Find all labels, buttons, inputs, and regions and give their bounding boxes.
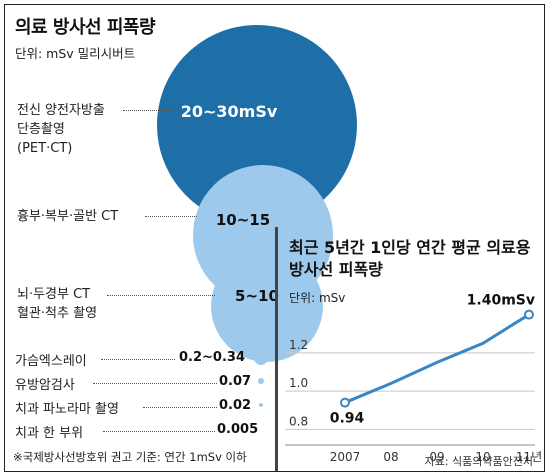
row-dental-panorama-label: 치과 파노라마 촬영: [15, 402, 119, 417]
chart-title: 최근 5년간 1인당 연간 평균 의료용 방사선 피폭량: [289, 237, 530, 281]
y-tick-label: 1.0: [289, 376, 308, 390]
row-dental-single-leader: [103, 431, 215, 432]
row-dental-panorama-value: 0.02: [219, 398, 252, 413]
row-mammography-value: 0.07: [219, 374, 252, 389]
bubble-pet-ct-value: 20~30mSv: [180, 101, 278, 121]
row-dental-panorama-dot: [259, 403, 263, 407]
label-head-ct-line2: 혈관·척추 촬영: [17, 306, 98, 321]
right-panel: 최근 5년간 1인당 연간 평균 의료용 방사선 피폭량 단위: mSv 0.8…: [277, 227, 544, 471]
x-tick-label: 08: [383, 450, 398, 464]
leader-line-pet-ct: [123, 110, 171, 111]
data-point-marker: [524, 309, 534, 320]
bubble-body-ct-value: 10~15: [215, 211, 271, 229]
x-tick-label: 11년: [516, 450, 542, 464]
label-head-ct: 뇌·두경부 CT 혈관·척추 촬영: [17, 285, 97, 323]
row-dental-panorama-leader: [143, 407, 217, 408]
chart-title-line1: 최근 5년간 1인당 연간 평균 의료용: [289, 238, 531, 257]
chart-unit: 단위: mSv: [289, 291, 346, 305]
label-body-ct-line1: 흉부·복부·골반 CT: [17, 209, 119, 224]
line-chart: 0.8 1.0 1.2 2007 08 09 10 11년 0.94 1.40mSv 자료: 식품의…: [285, 293, 542, 468]
left-panel: 의료 방사선 피폭량 단위: mSv 밀리시버트 20~30mSv 10~15 …: [5, 5, 357, 471]
unit-label: 단위: mSv 밀리시버트: [15, 46, 136, 61]
series-line: [344, 313, 530, 404]
page-title: 의료 방사선 피폭량: [15, 17, 156, 38]
chart-title-line2: 방사선 피폭량: [289, 260, 383, 279]
row-chest-xray-value: 0.2~0.34: [179, 350, 245, 365]
row-dental-single-label: 치과 한 부위: [15, 426, 84, 441]
leader-line-body-ct: [145, 216, 197, 217]
data-point-label: 1.40mSv: [467, 293, 535, 309]
row-dental-single-value: 0.005: [217, 422, 259, 437]
source-note: 자료: 식품의약품안전처: [425, 454, 533, 468]
row-chest-xray-dot: [254, 351, 268, 365]
row-chest-xray-label: 가슴엑스레이: [15, 354, 87, 369]
label-pet-ct-line3: (PET·CT): [17, 141, 73, 156]
x-tick-label: 2007: [330, 450, 361, 464]
label-pet-ct: 전신 양전자방출 단층촬영 (PET·CT): [17, 101, 105, 158]
panel-divider: [275, 227, 278, 471]
leader-line-head-ct: [107, 295, 215, 296]
label-pet-ct-line1: 전신 양전자방출: [17, 103, 105, 118]
infographic-frame: 의료 방사선 피폭량 단위: mSv 밀리시버트 20~30mSv 10~15 …: [4, 4, 545, 472]
row-mammography-leader: [93, 383, 217, 384]
label-pet-ct-line2: 단층촬영: [17, 122, 65, 137]
label-head-ct-line1: 뇌·두경부 CT: [17, 287, 91, 302]
row-mammography-label: 유방암검사: [15, 378, 75, 393]
row-mammography-dot: [258, 378, 264, 384]
data-point-label: 0.94: [330, 411, 365, 427]
bubble-head-ct-value: 5~10: [235, 287, 279, 305]
bubble-head-ct: 5~10: [211, 250, 323, 362]
y-tick-label: 1.2: [289, 338, 308, 352]
row-chest-xray-leader: [101, 359, 175, 360]
label-body-ct: 흉부·복부·골반 CT: [17, 207, 118, 226]
x-tick-label: 10: [475, 450, 490, 464]
x-tick-label: 09: [429, 450, 444, 464]
data-point-marker: [340, 397, 350, 408]
y-tick-label: 0.8: [289, 414, 308, 428]
footnote: ※국제방사선방호위 권고 기준: 연간 1mSv 이하: [13, 450, 247, 464]
